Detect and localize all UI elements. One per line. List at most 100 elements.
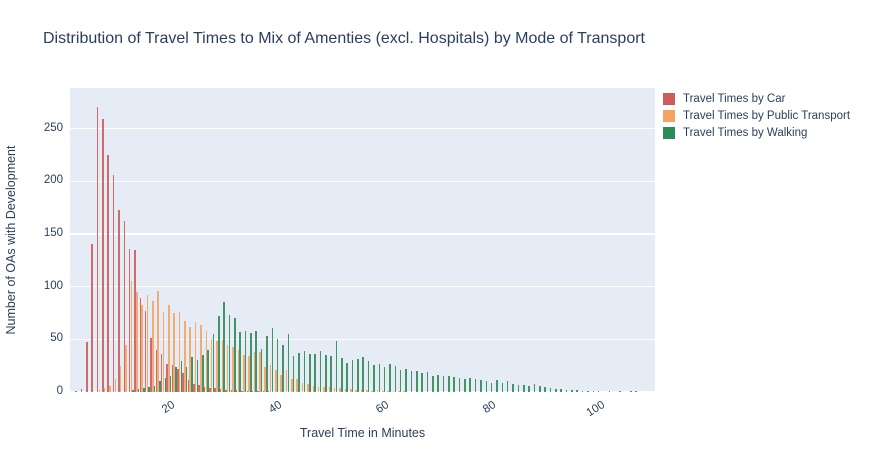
histogram-bar xyxy=(235,389,238,392)
histogram-bar xyxy=(376,389,379,392)
histogram-bar xyxy=(180,361,183,392)
histogram-bar xyxy=(157,290,159,392)
histogram-bar xyxy=(187,380,190,392)
histogram-bar xyxy=(271,327,274,392)
histogram-bar xyxy=(144,310,147,392)
histogram-bar xyxy=(296,379,299,392)
y-tick-label: 100 xyxy=(43,279,63,292)
histogram-bar xyxy=(512,383,514,392)
histogram-bar xyxy=(214,387,216,392)
histogram-bar xyxy=(544,386,546,392)
histogram-bar xyxy=(276,339,279,392)
histogram-bar xyxy=(123,221,126,392)
histogram-bar xyxy=(135,291,138,392)
histogram-bar xyxy=(292,356,295,392)
histogram-bar xyxy=(291,379,293,392)
histogram-bar xyxy=(317,386,320,392)
histogram-bar xyxy=(399,369,402,392)
histogram-bar xyxy=(241,390,243,392)
histogram-bar xyxy=(201,355,204,392)
histogram-bar xyxy=(184,321,186,392)
histogram-bar xyxy=(242,355,245,392)
plot-area xyxy=(70,88,655,392)
histogram-bar xyxy=(251,390,254,392)
histogram-bar xyxy=(189,326,192,392)
histogram-bar xyxy=(234,318,236,392)
histogram-bar xyxy=(182,373,184,392)
histogram-bar xyxy=(139,298,142,392)
histogram-bar xyxy=(506,381,509,392)
histogram-bar xyxy=(248,356,250,392)
histogram-bar xyxy=(592,390,595,392)
histogram-bar xyxy=(349,388,352,392)
histogram-bar xyxy=(587,390,589,392)
histogram-bar xyxy=(212,334,215,392)
histogram-bar xyxy=(346,362,348,392)
histogram-bar xyxy=(266,336,268,392)
legend-swatch-icon xyxy=(663,93,675,105)
histogram-bar xyxy=(398,390,400,392)
histogram-bar xyxy=(303,350,306,392)
histogram-bar xyxy=(246,390,249,392)
legend: Travel Times by Car Travel Times by Publi… xyxy=(663,93,850,144)
histogram-bar xyxy=(125,344,127,392)
histogram-bar xyxy=(344,388,347,392)
histogram-bar xyxy=(102,119,104,392)
histogram-bar xyxy=(221,340,224,392)
histogram-bar xyxy=(159,381,161,392)
histogram-bar xyxy=(366,389,368,392)
histogram-bar xyxy=(98,389,101,392)
histogram-bar xyxy=(112,174,115,392)
x-tick-label: 80 xyxy=(480,399,499,416)
histogram-bar xyxy=(200,324,202,392)
y-tick-label: 200 xyxy=(43,174,63,187)
x-tick-label: 100 xyxy=(584,399,608,420)
histogram-bar xyxy=(226,344,229,392)
histogram-bar xyxy=(351,360,354,392)
histogram-bar xyxy=(330,356,332,392)
histogram-bar xyxy=(415,370,418,392)
histogram-bar xyxy=(426,371,429,392)
histogram-bar xyxy=(166,363,168,392)
legend-item-3[interactable]: Travel Times by Walking xyxy=(663,127,850,139)
histogram-bar xyxy=(196,360,199,392)
histogram-bar xyxy=(250,332,252,392)
histogram-bar xyxy=(219,388,222,392)
legend-swatch-icon xyxy=(663,110,675,122)
histogram-bar xyxy=(207,349,209,392)
histogram-bar xyxy=(421,373,423,392)
histogram-bar xyxy=(128,248,131,392)
legend-label: Travel Times by Public Transport xyxy=(683,110,851,122)
histogram-bar xyxy=(244,330,247,392)
legend-item-1[interactable]: Travel Times by Car xyxy=(663,93,850,105)
histogram-bar xyxy=(517,384,520,392)
histogram-bar xyxy=(619,390,621,392)
histogram-bar xyxy=(146,295,149,392)
histogram-bar xyxy=(173,312,175,392)
histogram-bar xyxy=(328,386,331,392)
histogram-bar xyxy=(501,382,504,392)
histogram-bar xyxy=(143,387,145,392)
histogram-bar xyxy=(581,390,584,392)
histogram-bar xyxy=(448,376,450,392)
gridline-50 xyxy=(70,338,655,340)
gridline-100 xyxy=(70,285,655,288)
histogram-bar xyxy=(597,390,600,392)
legend-item-2[interactable]: Travel Times by Public Transport xyxy=(663,110,850,122)
histogram-bar xyxy=(109,385,111,392)
histogram-bar xyxy=(193,383,195,392)
histogram-bar xyxy=(148,386,150,392)
gridline-150 xyxy=(70,233,655,235)
histogram-bar xyxy=(608,390,611,392)
histogram-bar xyxy=(528,385,530,392)
histogram-bar xyxy=(555,388,557,392)
histogram-bar xyxy=(178,311,181,392)
histogram-bar xyxy=(474,379,477,392)
histogram-bar xyxy=(307,383,309,392)
histogram-bar xyxy=(216,341,218,392)
y-tick-label: 250 xyxy=(43,121,63,134)
histogram-bar xyxy=(490,382,493,392)
histogram-bar xyxy=(168,304,170,392)
histogram-bar xyxy=(480,380,482,392)
